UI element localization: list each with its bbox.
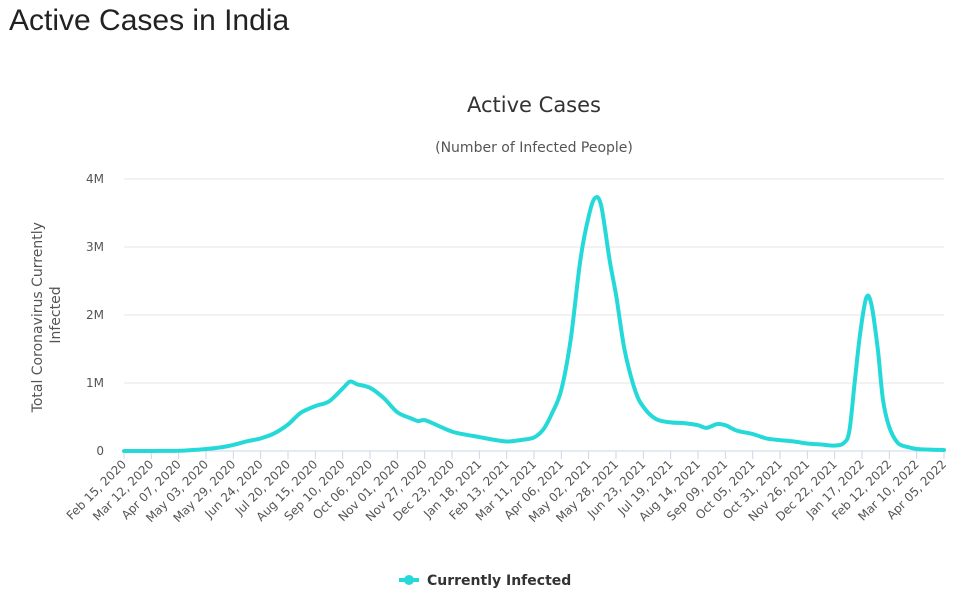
- series-group: [122, 195, 946, 453]
- y-tick-label: 4M: [86, 172, 104, 186]
- chart-subtitle: (Number of Infected People): [435, 140, 633, 156]
- legend[interactable]: Currently Infected: [399, 573, 571, 589]
- series-line-currently-infected: [122, 195, 946, 453]
- y-axis-title: Total Coronavirus Currently Infected: [30, 218, 64, 414]
- legend-marker-swatch: [404, 575, 414, 585]
- legend-item-currently-infected[interactable]: Currently Infected: [427, 573, 571, 589]
- y-tick-label: 2M: [86, 308, 104, 322]
- y-axis-title-line-2: Infected: [48, 286, 64, 343]
- page-title: Active Cases in India: [9, 4, 290, 37]
- chart-title: Active Cases: [467, 93, 601, 117]
- y-axis-title-line-1: Total Coronavirus Currently: [30, 222, 46, 413]
- y-tick-label: 1M: [86, 376, 104, 390]
- y-tick-label: 3M: [86, 240, 104, 254]
- y-axis: 0 1M 2M 3M 4M: [86, 172, 104, 458]
- gridlines: [124, 178, 944, 384]
- y-tick-label: 0: [96, 444, 104, 458]
